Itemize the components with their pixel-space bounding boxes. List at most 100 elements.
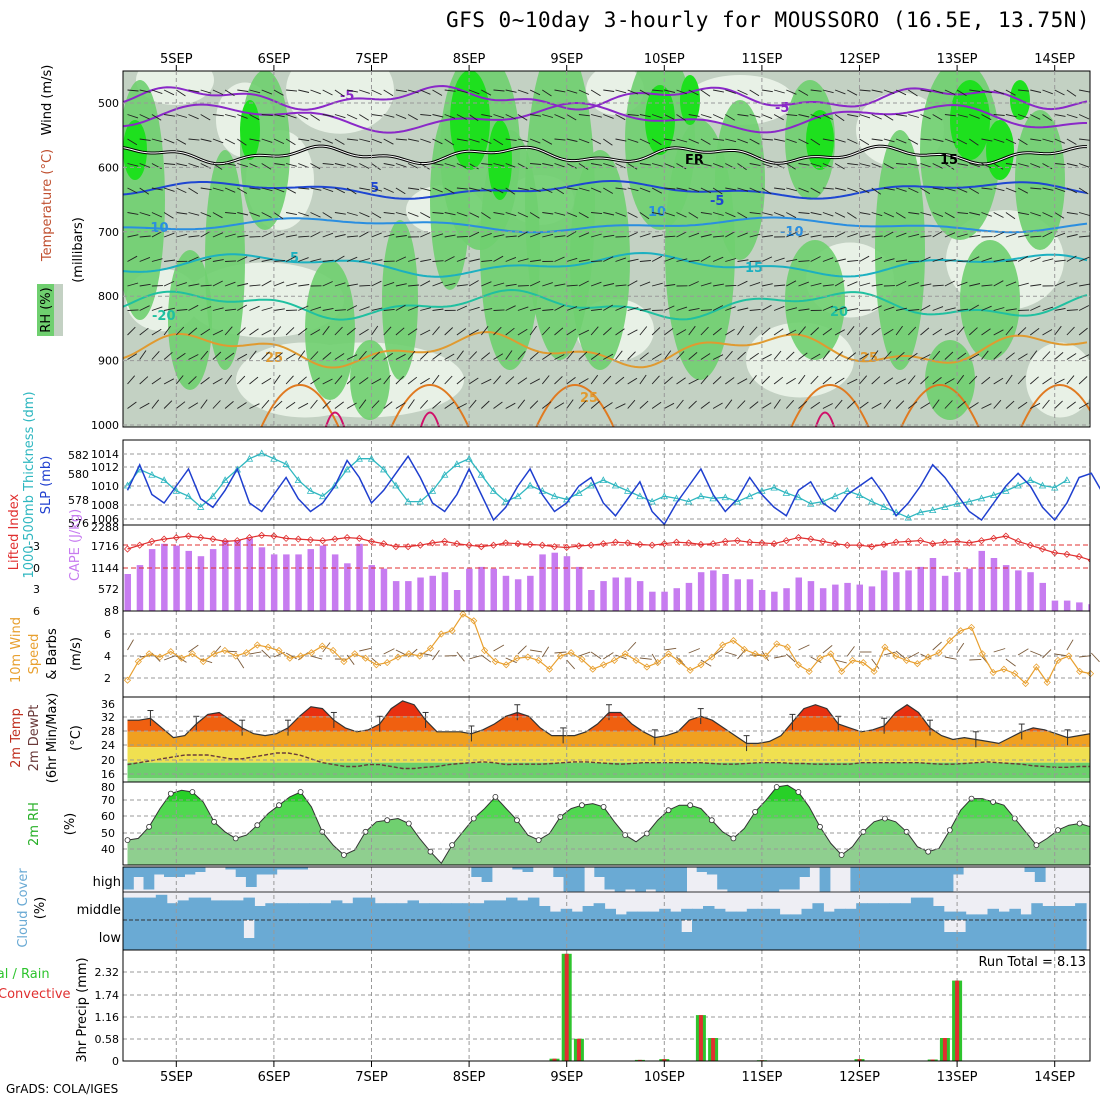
wind-barb (493, 212, 505, 215)
cape-bar (844, 582, 851, 611)
wind-barb (444, 282, 456, 287)
wind-barb (859, 187, 870, 194)
wind-barb (1005, 114, 1017, 118)
wind-barb (920, 138, 932, 141)
cloud-bar (563, 867, 575, 892)
wind-barb (444, 89, 456, 92)
cloud-bar (713, 908, 726, 920)
wind-speed-point (621, 650, 629, 658)
wind-barb (834, 280, 845, 287)
wind-barb (407, 89, 419, 94)
temp-band (127, 747, 1090, 763)
wind-speed-point (448, 627, 456, 635)
wind-barb (1030, 284, 1042, 287)
thickness-point (807, 499, 815, 507)
li-point (1051, 549, 1059, 557)
wind-speed-point (902, 656, 911, 664)
wind-barb (1018, 234, 1029, 238)
wind-speed-point (567, 649, 575, 657)
wind-barb (164, 114, 176, 117)
wind-barb (334, 163, 346, 167)
wind-barb (127, 282, 139, 287)
pressure-tick: 800 (98, 290, 119, 303)
wind-speed-point (729, 637, 737, 645)
wind-barb (542, 309, 554, 311)
cape-bar (356, 543, 363, 611)
wind-barb (175, 375, 184, 385)
wind-barb (932, 399, 940, 409)
rh-point (990, 799, 996, 805)
wind-barb (322, 281, 333, 287)
wind-barb (725, 328, 735, 336)
wind-barb (1054, 212, 1065, 219)
wind-barb (859, 353, 870, 360)
wind-barb (188, 376, 197, 385)
wind-barb (712, 187, 723, 195)
thickness-point (477, 470, 485, 478)
wind-barb (639, 89, 650, 96)
wind-barb (908, 89, 918, 97)
wind-barb (334, 187, 345, 194)
wind-barb (847, 187, 858, 193)
cloud-bar (942, 867, 954, 892)
wind-barb (224, 281, 236, 287)
wind-barb (298, 114, 309, 120)
wind-barb (347, 89, 358, 93)
thickness-point (380, 465, 388, 473)
wind-barb (944, 114, 956, 117)
cloud-bar (881, 867, 892, 892)
thickness-point (770, 483, 778, 491)
wind-barb (737, 400, 746, 409)
li-point (758, 539, 766, 547)
wind-barb (664, 257, 675, 262)
wind-barb (346, 187, 357, 195)
cape-bar (1051, 600, 1059, 611)
thickness-point (1063, 476, 1071, 484)
wind-barb (737, 232, 748, 238)
thickness-point (636, 492, 644, 500)
cloud-bar (790, 914, 802, 920)
cloud-bar (512, 867, 524, 870)
wind-barb (1017, 138, 1028, 146)
wind-barb (481, 187, 492, 193)
wind-barb (627, 258, 639, 262)
wind-barb (1030, 212, 1041, 217)
wind-barb (163, 351, 173, 360)
wind-barb (969, 114, 980, 119)
thickness-point (489, 487, 498, 494)
rh-point (687, 802, 694, 809)
rh-point (903, 828, 910, 835)
cloud-bar (341, 903, 354, 920)
contour-label: -10 (780, 225, 804, 240)
wind-barb (1078, 163, 1090, 168)
thickness-point (953, 499, 961, 507)
wind-barb (359, 212, 370, 218)
wind-speed-point (654, 659, 662, 667)
cloud-bar (298, 903, 310, 920)
wind-barb-10m (1042, 649, 1052, 659)
wind-barb (883, 350, 892, 360)
wind-barb (285, 327, 295, 336)
rh-point (276, 802, 282, 809)
wind-barb (676, 377, 686, 385)
wind-barb (334, 282, 346, 287)
wind-barb (1005, 400, 1015, 409)
wind-barb (237, 283, 249, 287)
wind-speed-point (361, 654, 370, 662)
wind-speed-point (978, 650, 986, 658)
cape-bar (197, 556, 205, 611)
wind-barb (712, 402, 723, 409)
wind-barb (542, 282, 553, 287)
wind-barb (1005, 260, 1017, 262)
wind-barb (895, 325, 903, 336)
wind-barb-10m (1079, 655, 1092, 658)
wind-barb (639, 260, 651, 262)
wind-barb (627, 377, 638, 385)
wind-barb (578, 307, 590, 311)
cloud-bar (943, 911, 956, 920)
rh-point (427, 848, 434, 855)
wind-barb-10m (127, 639, 134, 651)
cape-tick: 1716 (91, 540, 119, 553)
wind-barb (1054, 352, 1064, 360)
wind-speed-label: Speed (27, 634, 42, 675)
